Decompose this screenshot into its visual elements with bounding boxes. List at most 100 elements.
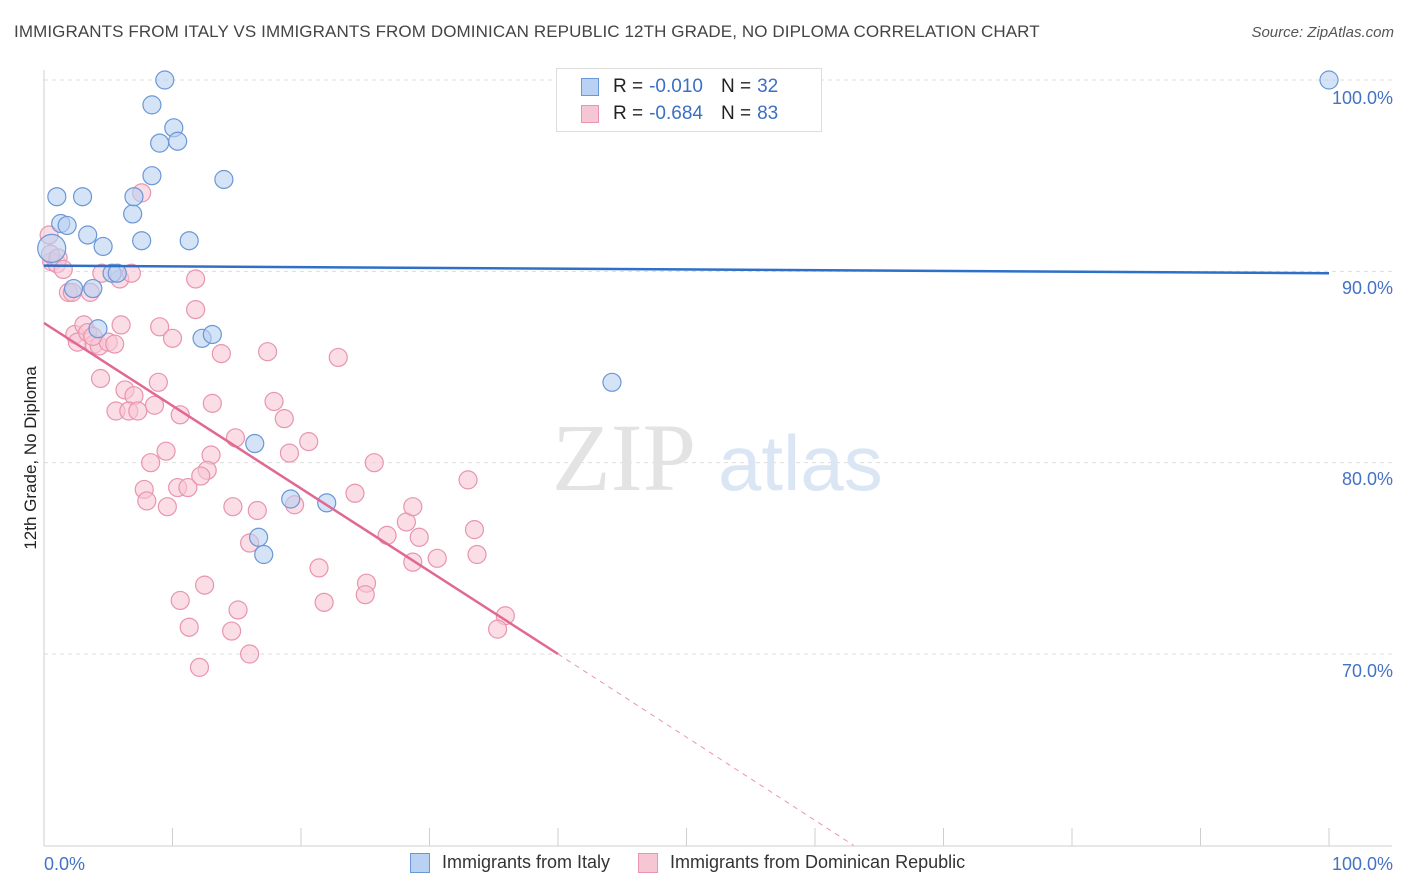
chart-title: IMMIGRANTS FROM ITALY VS IMMIGRANTS FROM…	[14, 22, 1040, 41]
dominican-republic-point-59	[364, 453, 384, 473]
dominican-republic-point-44	[225, 428, 246, 448]
dominican-republic-point-21	[111, 315, 131, 335]
y-tick-label-70: 70.0%	[1342, 661, 1393, 681]
dominican-republic-point-61	[314, 592, 334, 612]
x-tick-label-100: 100.0%	[1332, 854, 1393, 874]
italy-point-24	[202, 324, 222, 345]
italy-point-15	[150, 133, 170, 153]
dominican-republic-point-28	[150, 317, 170, 337]
italy-point-26	[248, 527, 269, 547]
dominican-republic-point-58	[345, 483, 365, 503]
legend-swatch-italy	[410, 852, 430, 873]
dominican-republic-point-26	[128, 401, 148, 421]
dominican-republic-point-41	[186, 300, 206, 320]
points-dominican-republic	[39, 183, 515, 677]
dominican-republic-point-55	[299, 432, 319, 452]
watermark-atlas: atlas	[718, 419, 883, 507]
legend-n-value-dominican-republic: 83	[757, 103, 779, 124]
legend-label-dominican-republic: Immigrants from Dominican Republic	[670, 852, 966, 872]
dominican-republic-point-63	[170, 590, 190, 611]
dominican-republic-point-32	[170, 405, 190, 425]
dominican-republic-point-74	[427, 548, 447, 568]
dominican-republic-point-67	[240, 644, 260, 664]
italy-point-17	[142, 166, 162, 186]
dominican-republic-point-47	[191, 466, 211, 486]
dominican-republic-point-33	[141, 453, 161, 473]
dominican-republic-point-37	[157, 497, 177, 517]
dominican-republic-point-76	[355, 585, 375, 605]
dominican-republic-point-60	[309, 558, 329, 578]
dominican-republic-point-53	[274, 409, 294, 429]
italy-point-7	[63, 278, 84, 299]
trendline-dominican-republic	[43, 321, 559, 656]
dominican-republic-point-42	[211, 344, 231, 364]
watermark: ZIP atlas	[552, 404, 883, 511]
axes	[43, 70, 1392, 847]
italy-point-31	[1319, 70, 1339, 90]
gridlines	[44, 79, 1392, 655]
dominican-republic-point-48	[223, 497, 243, 517]
dominican-republic-point-43	[202, 393, 222, 413]
watermark-zip: ZIP	[552, 404, 696, 511]
dominican-republic-point-65	[222, 621, 242, 641]
italy-point-0	[37, 233, 67, 263]
dominican-republic-point-16	[105, 334, 125, 354]
dominican-republic-point-40	[186, 269, 206, 289]
dominican-republic-point-69	[377, 525, 397, 545]
dominican-republic-point-39	[178, 477, 198, 498]
x-axis-ticks	[43, 828, 1330, 846]
dominican-republic-point-79	[467, 544, 487, 565]
dominican-republic-point-57	[328, 347, 348, 368]
dominican-republic-point-66	[228, 600, 248, 620]
italy-point-30	[602, 372, 622, 392]
italy-point-25	[245, 433, 265, 454]
italy-point-11	[88, 319, 108, 339]
italy-point-16	[168, 131, 188, 151]
legend-r-value-italy: -0.010	[649, 76, 703, 97]
series-legend: Immigrants from Italy Immigrants from Do…	[410, 852, 993, 873]
dominican-republic-point-81	[488, 619, 508, 639]
italy-point-18	[123, 204, 143, 224]
dominican-republic-point-30	[148, 372, 168, 392]
italy-point-29	[254, 544, 274, 565]
legend-row-italy: R = -0.010 N = 32	[581, 74, 778, 100]
stats-legend: R = -0.010 N = 32 R = -0.684 N = 83	[556, 68, 822, 132]
italy-point-8	[83, 278, 103, 299]
legend-swatch-dominican-republic	[581, 105, 599, 123]
dominican-republic-point-17	[90, 368, 111, 389]
legend-swatch-dominican-republic	[638, 852, 659, 873]
legend-n-value-italy: 32	[757, 76, 779, 97]
italy-point-27	[281, 489, 301, 509]
legend-r-value-dominican-republic: -0.684	[649, 103, 703, 124]
y-tick-labels: 100.0% 90.0% 80.0% 70.0%	[1332, 88, 1393, 681]
dominican-republic-point-36	[137, 491, 157, 511]
dominican-republic-point-31	[144, 395, 165, 415]
chart-source: Source: ZipAtlas.com	[1251, 24, 1394, 41]
legend-r-label: R =	[613, 76, 644, 97]
trendline-italy	[43, 264, 1330, 275]
legend-item-italy[interactable]: Immigrants from Italy	[410, 852, 610, 873]
trend-lines	[43, 264, 1330, 846]
y-tick-label-100: 100.0%	[1332, 88, 1393, 108]
legend-row-dominican-republic: R = -0.684 N = 83	[581, 101, 778, 127]
italy-point-21	[179, 231, 199, 251]
legend-item-dominican-republic[interactable]: Immigrants from Dominican Republic	[638, 852, 965, 873]
x-tick-label-0: 0.0%	[44, 854, 85, 874]
dominican-republic-point-29	[162, 328, 183, 348]
x-tick-labels: 0.0% 100.0%	[44, 854, 1393, 874]
legend-n-label: N =	[720, 76, 752, 97]
dominican-republic-point-78	[464, 520, 485, 540]
italy-point-10	[107, 263, 127, 283]
points-italy	[37, 70, 1339, 565]
dominican-republic-point-52	[264, 391, 284, 412]
dominican-republic-point-77	[458, 470, 478, 490]
italy-point-5	[78, 225, 98, 245]
dominican-republic-point-68	[189, 657, 210, 677]
legend-swatch-italy	[581, 78, 599, 96]
legend-r-label: R =	[613, 103, 644, 124]
italy-point-6	[93, 236, 113, 257]
italy-point-22	[214, 169, 234, 190]
dominican-republic-point-34	[156, 441, 176, 461]
dominican-republic-point-5	[53, 259, 73, 280]
